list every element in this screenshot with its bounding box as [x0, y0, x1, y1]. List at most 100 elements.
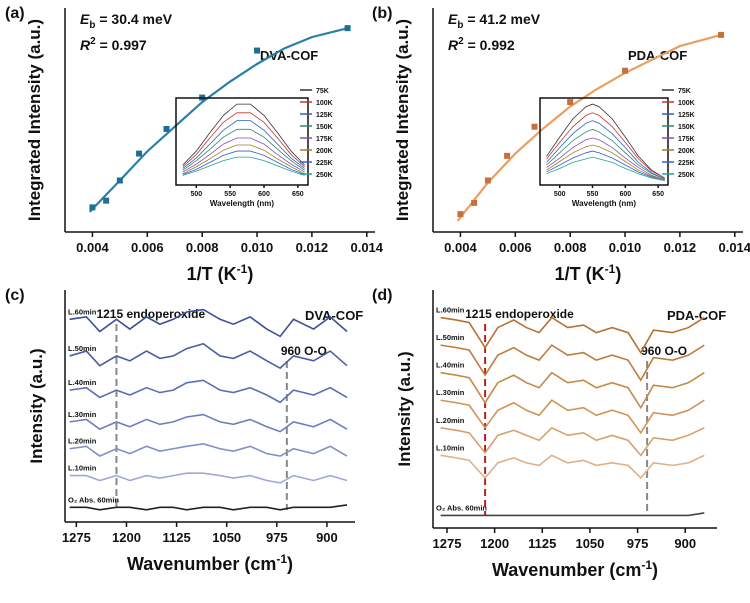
series-line: [440, 344, 705, 382]
legend-label: 225K: [678, 160, 695, 167]
series-line: [69, 379, 348, 404]
legend-label: 175K: [316, 136, 333, 143]
annotation: Eb = 41.2 meV: [448, 11, 541, 31]
panel-label: (a): [5, 5, 25, 22]
x-label-sup: -1: [276, 552, 287, 566]
annotation-sub: b: [89, 20, 95, 31]
sample-label: PDA-COF: [667, 308, 726, 323]
series-line: [546, 144, 665, 181]
series-label: L.20min: [68, 437, 97, 446]
legend-label: 200K: [678, 148, 695, 155]
series-line: [182, 156, 305, 176]
x-tick-label: 975: [627, 536, 649, 551]
annotation-text: = 41.2 meV: [463, 11, 540, 27]
x-label-sup: -1: [605, 262, 616, 276]
data-point: [567, 99, 574, 106]
y-axis-label: Integrated Intensity (a.u.): [393, 19, 412, 221]
x-tick-label: 650: [652, 191, 664, 198]
x-axis-label: Wavenumber (cm-1): [127, 552, 293, 574]
x-label-text: 1/T (K: [555, 264, 605, 284]
series-label: L.60min: [436, 306, 465, 315]
x-label-end: ): [247, 264, 253, 284]
series-line: [440, 316, 705, 355]
series-line: [69, 504, 348, 511]
x-label-text: Wavenumber (cm: [492, 560, 641, 580]
series-line: [182, 128, 305, 171]
x-axis-label: Wavenumber (cm-1): [492, 558, 658, 580]
data-point: [254, 47, 261, 54]
annotation-symbol: R: [80, 37, 91, 53]
series-line: [440, 371, 705, 410]
x-tick-label: 550: [224, 191, 236, 198]
series-line: [182, 103, 305, 166]
legend-label: 125K: [316, 112, 333, 119]
x-tick-label: 975: [266, 530, 288, 545]
x-tick-label: 650: [292, 191, 304, 198]
y-axis-label: Integrated Intensity (a.u.): [25, 19, 44, 221]
data-point: [718, 31, 725, 38]
x-tick-label: 0.006: [499, 240, 532, 255]
series-label: O₂ Abs. 60min: [436, 503, 487, 512]
annotation-sup: 2: [90, 36, 96, 47]
series-label: L.60min: [68, 307, 97, 316]
legend-label: 100K: [678, 100, 695, 107]
series-line: [69, 443, 348, 457]
x-tick-label: 1050: [575, 536, 604, 551]
x-tick-label: 0.012: [664, 240, 697, 255]
x-label-end: ): [652, 560, 658, 580]
legend-label: 250K: [316, 172, 333, 179]
annotation: R2 = 0.992: [448, 36, 515, 53]
x-tick-label: 0.004: [76, 240, 109, 255]
panel-label: (b): [372, 5, 392, 22]
marker-label: 1215 endoperoxide: [96, 307, 205, 321]
data-point: [457, 211, 464, 218]
legend-label: 225K: [316, 160, 333, 167]
x-tick-label: 500: [554, 191, 566, 198]
series-line: [182, 144, 305, 175]
series-line: [546, 103, 665, 179]
series-label: L.40min: [68, 378, 97, 387]
series-line: [546, 150, 665, 182]
x-tick-label: 0.004: [444, 240, 477, 255]
series-line: [546, 156, 665, 182]
y-axis-label: Intensity (a.u.): [27, 348, 46, 463]
series-line: [440, 512, 705, 517]
series-line: [182, 150, 305, 175]
sample-label: PDA-COF: [628, 48, 687, 63]
sample-label: DVA-COF: [305, 308, 363, 323]
x-tick-label: 0.012: [296, 240, 329, 255]
annotation-text: = 0.992: [464, 37, 515, 53]
legend-label: 100K: [316, 100, 333, 107]
x-tick-label: 0.010: [241, 240, 274, 255]
series-line: [69, 342, 348, 370]
x-tick-label: 1200: [112, 530, 141, 545]
x-tick-label: 1200: [480, 536, 509, 551]
x-label-end: ): [615, 264, 621, 284]
data-point: [622, 67, 629, 74]
x-tick-label: 0.008: [186, 240, 219, 255]
fit-line: [88, 27, 348, 213]
series-line: [440, 454, 705, 480]
annotation-text: = 0.997: [96, 37, 147, 53]
series-line: [182, 120, 305, 169]
data-point: [136, 150, 143, 157]
x-axis-label: 1/T (K-1): [555, 262, 622, 284]
annotation: R2 = 0.997: [80, 36, 147, 53]
x-tick-label: 1125: [528, 536, 556, 551]
marker-label: 960 O-O: [641, 344, 687, 358]
data-point: [103, 197, 110, 204]
legend-label: 200K: [316, 148, 333, 155]
x-tick-label: 550: [587, 191, 599, 198]
x-tick-label: 900: [674, 536, 696, 551]
series-line: [182, 112, 305, 168]
x-label-end: ): [287, 554, 293, 574]
data-point: [484, 177, 491, 184]
x-tick-label: 0.014: [718, 240, 750, 255]
legend-label: 75K: [678, 88, 691, 95]
data-point: [344, 25, 351, 32]
marker-label: 960 O-O: [281, 344, 327, 358]
series-line: [546, 120, 665, 180]
panel-label: (d): [372, 287, 392, 304]
data-point: [471, 199, 478, 206]
x-tick-label: 0.014: [350, 240, 383, 255]
